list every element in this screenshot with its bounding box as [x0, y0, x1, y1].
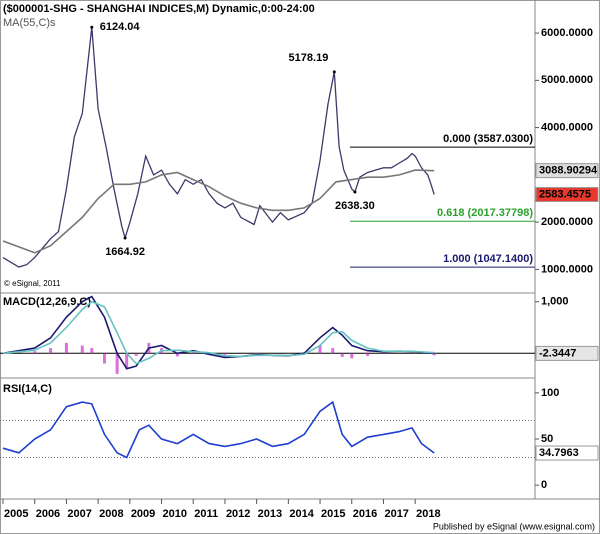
x-tick-label: 2011: [194, 508, 218, 520]
histogram-bar: [381, 353, 385, 354]
annotation-label: 2638.30: [335, 200, 375, 212]
chart-title: ($000001-SHG - SHANGHAI INDICES,M) Dynam…: [3, 3, 315, 15]
x-tick-label: 2007: [67, 508, 91, 520]
annotation-label: 1664.92: [105, 246, 145, 258]
histogram-bar: [340, 353, 344, 357]
level-label: 0.618 (2017.37798): [437, 207, 533, 219]
subtitle: MA(55,C)s: [3, 17, 56, 29]
credit: © eSignal, 2011: [4, 279, 61, 288]
y-tick-label: 2000.0000: [541, 216, 593, 228]
level-label: 0.000 (3587.0300): [443, 133, 533, 145]
histogram-bar: [64, 342, 68, 354]
x-tick-label: 2015: [321, 508, 345, 520]
panel-title: MACD(12,26,9,C): [3, 296, 91, 308]
histogram-bar: [102, 353, 106, 364]
annotation-point: [123, 236, 127, 240]
x-tick-label: 2008: [99, 508, 123, 520]
histogram-bar: [125, 353, 129, 369]
histogram-bar: [318, 345, 322, 354]
last-value-label: -2.3447: [539, 347, 576, 359]
last-value-box: [535, 345, 599, 361]
histogram-bar: [350, 353, 354, 359]
histogram-bar: [366, 353, 370, 356]
annotation-point: [332, 70, 336, 74]
last-value-label: 34.7963: [539, 447, 579, 459]
annotation-label: 5178.19: [289, 52, 329, 64]
last-value-box: [535, 187, 599, 203]
last-value-box: [535, 163, 599, 179]
footer: Published by eSignal (www.esignal.com): [433, 521, 595, 531]
histogram-bar: [49, 348, 53, 354]
annotation-point: [353, 190, 357, 194]
series-line: [2, 295, 435, 370]
histogram-bar: [432, 353, 436, 356]
histogram-bar: [191, 352, 195, 354]
y-tick-label: 1000.0000: [541, 263, 593, 275]
last-value-box: [535, 445, 599, 461]
x-tick-label: 2005: [4, 508, 28, 520]
x-tick-label: 2010: [163, 508, 187, 520]
histogram-bar: [80, 345, 84, 354]
x-tick-label: 2018: [416, 508, 440, 520]
series-line: [2, 400, 435, 459]
y-tick-label: 50: [541, 433, 553, 445]
y-tick-label: 4000.0000: [541, 122, 593, 134]
histogram-bar: [331, 348, 335, 354]
last-value-label: 2583.4575: [539, 188, 591, 200]
y-tick-label: 5000.0000: [541, 74, 593, 86]
level-label: 1.000 (1047.1400): [443, 253, 533, 265]
x-tick-label: 2006: [36, 508, 60, 520]
series-line: [2, 300, 435, 365]
y-tick-label: 1,000: [541, 296, 569, 308]
y-tick-label: 6000.0000: [541, 27, 593, 39]
histogram-bar: [255, 352, 259, 354]
x-tick-label: 2016: [353, 508, 377, 520]
series-line: [2, 169, 435, 254]
x-tick-label: 2012: [226, 508, 250, 520]
panel-title: RSI(14,C): [3, 383, 52, 395]
x-tick-label: 2014: [289, 508, 314, 520]
histogram-bar: [115, 353, 119, 374]
histogram-bar: [33, 351, 37, 354]
histogram-bar: [223, 353, 227, 355]
x-tick-label: 2009: [131, 508, 155, 520]
y-tick-label: 100: [541, 387, 559, 399]
series-line: [2, 27, 435, 268]
last-value-label: 3088.90294: [539, 165, 598, 177]
x-tick-label: 2013: [258, 508, 282, 520]
x-tick-label: 2017: [384, 508, 408, 520]
annotation-label: 6124.04: [100, 21, 141, 33]
histogram-bar: [90, 348, 94, 354]
histogram-bar: [175, 353, 179, 357]
y-tick-label: 0: [541, 479, 547, 491]
histogram-bar: [134, 353, 138, 356]
annotation-point: [90, 25, 94, 29]
